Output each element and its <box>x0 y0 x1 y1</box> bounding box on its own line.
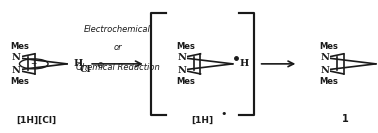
Text: Electrochemical: Electrochemical <box>84 25 151 34</box>
Text: 1: 1 <box>342 114 349 124</box>
Text: H: H <box>240 59 249 68</box>
Text: +: + <box>31 59 37 68</box>
Text: N: N <box>177 66 186 74</box>
Text: Mes: Mes <box>319 77 338 86</box>
Text: N: N <box>12 66 20 74</box>
Text: Mes: Mes <box>176 77 195 86</box>
Text: or: or <box>113 43 122 52</box>
Text: Chemical Reduction: Chemical Reduction <box>76 63 159 72</box>
Text: ⊖: ⊖ <box>96 61 104 70</box>
Text: Mes: Mes <box>10 77 29 86</box>
Text: [1H][Cl]: [1H][Cl] <box>16 115 57 124</box>
Text: Mes: Mes <box>319 42 338 51</box>
Text: N: N <box>321 66 329 74</box>
Text: Mes: Mes <box>176 42 195 51</box>
Text: N: N <box>177 53 186 62</box>
Text: •: • <box>220 109 227 119</box>
Text: H: H <box>74 59 83 68</box>
Text: Cl: Cl <box>80 65 91 74</box>
Text: Mes: Mes <box>10 42 29 51</box>
Text: N: N <box>12 53 20 62</box>
Text: N: N <box>321 53 329 62</box>
Text: [1H]: [1H] <box>191 115 213 124</box>
